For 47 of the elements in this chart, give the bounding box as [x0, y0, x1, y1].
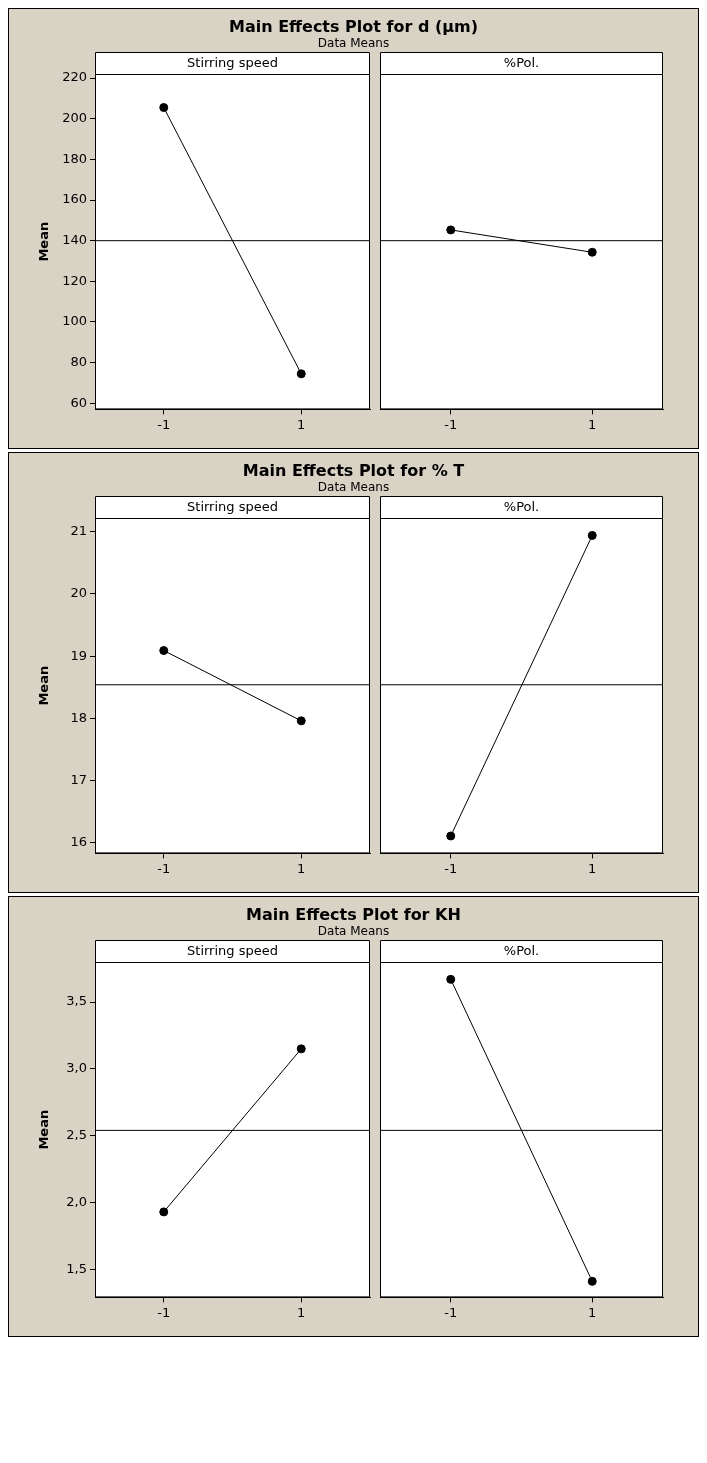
chart-title: %Pol.: [503, 943, 539, 959]
text: Main Effects Plot for KH: [245, 905, 462, 924]
text: Data Means: [316, 480, 391, 494]
y-tick-label: 2,0: [65, 1193, 87, 1209]
y-tick-label: 3,5: [65, 993, 87, 1009]
y-tick-label: 80: [69, 354, 87, 370]
y-axis-title: Mean: [35, 1109, 51, 1150]
y-tick-label: 60: [69, 394, 87, 410]
x-tick-label: 1: [587, 1304, 596, 1320]
y-tick-label: 160: [61, 191, 87, 207]
x-tick-label: 1: [296, 860, 305, 876]
chart-title: Stirring speed: [186, 499, 278, 515]
x-tick-label: 1: [296, 1304, 305, 1320]
chart-title: Stirring speed: [186, 55, 278, 71]
y-tick-label: 200: [61, 110, 87, 126]
text: Main Effects Plot for % T: [241, 461, 466, 480]
chart-title: %Pol.: [503, 499, 539, 515]
y-tick-label: 1,5: [65, 1260, 87, 1276]
x-tick-label: -1: [443, 1304, 457, 1320]
x-tick-label: -1: [156, 860, 170, 876]
chart-title: %Pol.: [503, 55, 539, 71]
y-axis-title: Mean: [35, 221, 51, 262]
y-tick-label: 17: [69, 771, 87, 787]
text: Main Effects Plot for d (µm): [227, 17, 480, 36]
y-tick-label: 220: [61, 69, 87, 85]
y-axis-title: Mean: [35, 665, 51, 706]
chart-title: Stirring speed: [186, 943, 278, 959]
y-tick-label: 21: [69, 523, 87, 539]
y-tick-label: 18: [69, 709, 87, 725]
y-tick-label: 140: [61, 232, 87, 248]
x-tick-label: -1: [443, 860, 457, 876]
text: Data Means: [316, 924, 391, 938]
y-tick-label: 19: [69, 647, 87, 663]
y-tick-label: 3,0: [65, 1060, 87, 1076]
x-tick-label: -1: [156, 1304, 170, 1320]
y-tick-label: 120: [61, 272, 87, 288]
x-tick-label: -1: [156, 416, 170, 432]
text: Data Means: [316, 36, 391, 50]
y-tick-label: 2,5: [65, 1127, 87, 1143]
x-tick-label: 1: [587, 860, 596, 876]
y-tick-label: 100: [61, 313, 87, 329]
x-tick-label: 1: [587, 416, 596, 432]
y-tick-label: 20: [69, 585, 87, 601]
x-tick-label: -1: [443, 416, 457, 432]
y-tick-label: 180: [61, 150, 87, 166]
y-tick-label: 16: [69, 834, 87, 850]
x-tick-label: 1: [296, 416, 305, 432]
